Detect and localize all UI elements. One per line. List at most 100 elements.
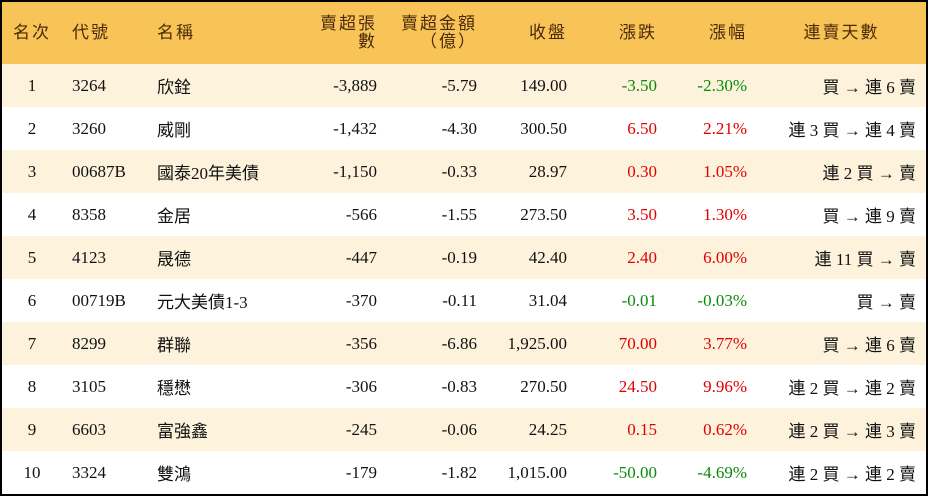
table-cell: -2.30% (697, 75, 747, 95)
table-row: 1 3264 欣銓 -3,889 -5.79 149.00 -3.50 -2.30% 買 → 連… (2, 64, 926, 107)
table-cell: 6 (27, 290, 37, 310)
table-cell: -0.33 (441, 161, 477, 181)
table-cell: 4123 (72, 247, 106, 267)
table-cell: 00687B (72, 161, 126, 181)
table-cell: -1,150 (333, 161, 377, 181)
table-cell: 連 3 買 → 連 4 賣 (788, 121, 917, 140)
header-cell: 賣超金額 （億） (401, 14, 477, 51)
table-cell: 0.30 (627, 161, 657, 181)
table-cell: 買 → 連 6 賣 (822, 78, 917, 97)
table-cell: -566 (345, 204, 377, 224)
table-cell: 連 2 買 → 賣 (822, 164, 917, 183)
table-cell: 6603 (72, 419, 106, 439)
table-cell: 買 → 連 6 賣 (822, 336, 917, 355)
table-row: 5 4123 晟德 -447 -0.19 42.40 2.40 6.00% 連 11 買 → 賣 (2, 236, 926, 279)
table-cell: 2.40 (627, 247, 657, 267)
table-cell: -0.06 (441, 419, 477, 439)
table-cell: 8358 (72, 204, 106, 224)
table-cell: 3.77% (703, 333, 747, 353)
header-row: 名次 代號 名稱 賣超張數 賣超金額 （億） 收盤 漲跌 漲幅 連賣天數 (2, 2, 926, 64)
table-cell: -4.69% (697, 462, 747, 482)
table-cell: 富強鑫 (157, 422, 208, 441)
table-row: 6 00719B 元大美債1-3 -370 -0.11 31.04 -0.01 -0.03% 買… (2, 279, 926, 322)
header-cell: 名稱 (157, 23, 195, 42)
table-cell: 0.15 (627, 419, 657, 439)
table-cell: 6.00% (703, 247, 747, 267)
table-cell: -0.03% (697, 290, 747, 310)
table-cell: -1.55 (441, 204, 477, 224)
table-cell: 3260 (72, 118, 106, 138)
table-cell: -3,889 (333, 75, 377, 95)
table-cell: 5 (27, 247, 37, 267)
table-cell: 欣銓 (157, 78, 191, 97)
table-cell: 元大美債1-3 (157, 293, 248, 312)
header-cell: 漲幅 (709, 23, 747, 42)
header-cell: 連賣天數 (803, 23, 880, 42)
table-cell: 149.00 (520, 75, 567, 95)
table-cell: 連 11 買 → 賣 (814, 250, 916, 269)
table-cell: -447 (345, 247, 377, 267)
table-cell: 42.40 (528, 247, 567, 267)
table-cell: -0.11 (442, 290, 477, 310)
table-cell: -4.30 (441, 118, 477, 138)
table-cell: 273.50 (520, 204, 567, 224)
table-cell: -245 (345, 419, 377, 439)
table-body: 1 3264 欣銓 -3,889 -5.79 149.00 -3.50 -2.30% 買 → 連… (2, 64, 926, 494)
table-cell: 3 (27, 161, 37, 181)
table-row: 3 00687B 國泰20年美債 -1,150 -0.33 28.97 0.30 1.05% 連… (2, 150, 926, 193)
table-cell: 31.04 (528, 290, 567, 310)
table-cell: -6.86 (441, 333, 477, 353)
table-cell: 群聯 (157, 336, 191, 355)
table-cell: 2.21% (703, 118, 747, 138)
table-cell: 3105 (72, 376, 106, 396)
table-cell: 70.00 (618, 333, 657, 353)
header-cell: 代號 (72, 23, 110, 42)
table-cell: 270.50 (520, 376, 567, 396)
table-cell: 買 → 連 9 賣 (822, 207, 917, 226)
table-cell: -306 (345, 376, 377, 396)
table-cell: 24.25 (528, 419, 567, 439)
table-cell: 6.50 (627, 118, 657, 138)
table-cell: 3324 (72, 462, 106, 482)
table-cell: 國泰20年美債 (157, 164, 259, 183)
table-cell: 連 2 買 → 連 2 賣 (788, 379, 917, 398)
table-cell: 2 (27, 118, 37, 138)
table-cell: 300.50 (520, 118, 567, 138)
table-row: 7 8299 群聯 -356 -6.86 1,925.00 70.00 3.77% 買 → 連 … (2, 322, 926, 365)
header-cell: 收盤 (529, 23, 567, 42)
table-cell: 雙鴻 (157, 465, 191, 484)
table-cell: 8299 (72, 333, 106, 353)
table-cell: 連 2 買 → 連 2 賣 (788, 465, 917, 484)
table-cell: -179 (345, 462, 377, 482)
table-cell: 7 (27, 333, 37, 353)
table-cell: -0.83 (441, 376, 477, 396)
table-cell: 1.05% (703, 161, 747, 181)
table-cell: 8 (27, 376, 37, 396)
table-cell: 1 (27, 75, 37, 95)
table-row: 10 3324 雙鴻 -179 -1.82 1,015.00 -50.00 -4.69% 連 2… (2, 451, 926, 494)
header-cell: 名次 (13, 23, 51, 42)
table-cell: 威剛 (157, 121, 191, 140)
table-cell: 1,015.00 (507, 462, 568, 482)
table-row: 4 8358 金居 -566 -1.55 273.50 3.50 1.30% 買 → 連 9 賣 (2, 193, 926, 236)
table-row: 2 3260 威剛 -1,432 -4.30 300.50 6.50 2.21% 連 3 買 →… (2, 107, 926, 150)
table-cell: 1,925.00 (507, 333, 568, 353)
table-cell: 10 (23, 462, 41, 482)
table-cell: 28.97 (528, 161, 567, 181)
table-cell: 9 (27, 419, 37, 439)
table-cell: 金居 (157, 207, 191, 226)
table-cell: -3.50 (621, 75, 657, 95)
table-cell: 3.50 (627, 204, 657, 224)
table-cell: 24.50 (618, 376, 657, 396)
table-cell: 1.30% (703, 204, 747, 224)
table-row: 9 6603 富強鑫 -245 -0.06 24.25 0.15 0.62% 連 2 買 → 連… (2, 408, 926, 451)
table-cell: 4 (27, 204, 37, 224)
table-cell: 00719B (72, 290, 126, 310)
table-cell: -0.01 (621, 290, 657, 310)
table-cell: 晟德 (157, 250, 191, 269)
table-cell: 3264 (72, 75, 106, 95)
table-cell: 穩懋 (157, 379, 191, 398)
table-cell: -50.00 (613, 462, 657, 482)
